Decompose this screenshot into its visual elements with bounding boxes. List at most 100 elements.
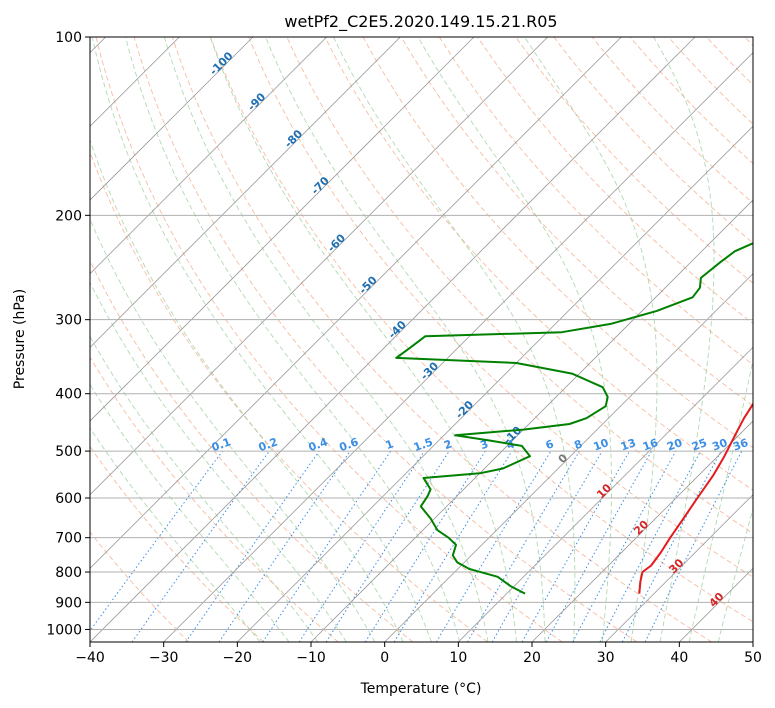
moist-adiabat-line — [209, 37, 517, 642]
moist-adiabat-line — [91, 37, 432, 642]
mixing-ratio-label: 1 — [384, 437, 396, 452]
mixing-ratio-label: 3 — [478, 437, 490, 452]
moist-adiabat-line — [90, 335, 319, 642]
mixing-ratio-line — [435, 450, 552, 642]
dry-adiabats — [90, 37, 753, 642]
chart-title: wetPf2_C2E5.2020.149.15.21.R05 — [284, 12, 557, 32]
isotherm-label: -70 — [309, 174, 332, 197]
y-tick-label: 900 — [55, 595, 82, 611]
pressure-gridlines — [90, 37, 753, 630]
moist-adiabat-line — [524, 37, 658, 642]
moist-adiabat-line — [417, 37, 612, 642]
dry-adiabat-line — [90, 445, 264, 642]
dry-adiabat-line — [286, 37, 753, 534]
mixing-ratio-line — [545, 450, 653, 642]
mixing-ratio-label: 30 — [710, 436, 729, 454]
dry-adiabat-line — [95, 37, 563, 642]
isotherm-line — [458, 346, 753, 642]
y-tick-label: 300 — [55, 313, 82, 329]
mixing-ratio-label: 13 — [619, 436, 638, 453]
moist-adiabats — [90, 37, 753, 642]
dry-adiabat-line — [324, 37, 753, 491]
isotherm-line — [90, 37, 696, 642]
mixing-ratio-label: 0.1 — [210, 435, 233, 454]
mixing-ratio-line — [393, 450, 513, 642]
y-tick-label: 1000 — [46, 622, 82, 638]
mixing-ratio-label: 8 — [572, 437, 584, 452]
isotherm-label: -20 — [453, 398, 476, 421]
isotherm-line — [90, 37, 327, 275]
y-tick-label: 200 — [55, 208, 82, 224]
moist-adiabat-line — [125, 37, 461, 642]
x-tick-label: 10 — [449, 650, 467, 666]
moist-adiabat-line — [163, 37, 489, 642]
x-tick-label: 0 — [380, 650, 389, 666]
x-tick-label: 50 — [744, 650, 762, 666]
mixing-ratio-labels: 0.1 0.2 0.4 0.6 1 1.5 2 3 4 6 8 10 13 16 20 25 30 36 — [210, 435, 750, 454]
y-tick-label: 700 — [55, 531, 82, 547]
y-tick-label: 100 — [55, 30, 82, 46]
mixing-ratio-line — [521, 450, 630, 642]
mixing-ratio-label: 0.6 — [338, 435, 361, 454]
isotherm-label: -40 — [386, 318, 409, 341]
dry-adiabat-line — [553, 37, 753, 244]
isotherm-line — [90, 37, 401, 348]
mixing-ratio-label: 36 — [731, 436, 750, 454]
isotherm-line — [90, 37, 548, 496]
dry-adiabat-line — [90, 531, 190, 642]
isotherm-line — [163, 52, 753, 642]
mixing-ratio-line — [491, 450, 603, 642]
dry-adiabat-line — [133, 37, 638, 642]
dry-adiabat-line — [591, 37, 753, 204]
mixing-ratio-line — [90, 450, 223, 632]
isotherm-label: -100 — [207, 49, 236, 78]
mixing-ratio-line — [218, 450, 351, 642]
isotherm-label: -30 — [418, 359, 441, 382]
mixing-ratio-line — [262, 450, 392, 642]
dry-adiabat-line — [90, 356, 339, 642]
isotherm-line — [605, 494, 753, 642]
moist-adiabat-line — [90, 281, 347, 642]
dewpoint-profile-line — [395, 242, 753, 595]
isotherm-line — [90, 37, 475, 422]
y-axis-label: Pressure (hPa) — [12, 289, 28, 389]
plot-frame — [89, 36, 754, 643]
isotherm-line — [384, 273, 753, 642]
y-tick-label: 600 — [55, 491, 82, 507]
y-tick-label: 500 — [55, 444, 82, 460]
mixing-ratio-label: 1.5 — [412, 435, 435, 454]
mixing-ratio-label: 2 — [442, 437, 454, 452]
x-tick-label: −10 — [296, 650, 326, 666]
mixing-ratio-label: 10 — [592, 436, 611, 454]
y-tick-label: 400 — [55, 387, 82, 403]
y-tick-label: 800 — [55, 565, 82, 581]
isotherm-label: 40 — [707, 590, 727, 610]
mixing-ratio-line — [298, 450, 425, 642]
mixing-ratio-line — [572, 450, 677, 642]
x-axis: −40 −30 −20 −10 0 10 20 30 40 50 — [75, 642, 762, 666]
mixing-ratio-label: 25 — [690, 436, 709, 453]
isotherm-line — [679, 567, 753, 642]
mixing-ratio-label: 0.4 — [307, 435, 330, 454]
dry-adiabat-line — [744, 37, 753, 47]
x-tick-label: 30 — [597, 650, 615, 666]
isotherm-line — [90, 37, 622, 569]
x-axis-label: Temperature (°C) — [360, 681, 482, 697]
moist-adiabat-line — [90, 383, 290, 642]
dry-adiabat-line — [515, 37, 753, 284]
mixing-ratio-label: 0.2 — [257, 435, 280, 454]
dry-adiabat-line — [90, 150, 488, 642]
temperature-profile-line — [638, 402, 753, 594]
mixing-ratio-line — [364, 450, 486, 642]
mixing-ratio-line — [621, 450, 722, 642]
mixing-ratio-label: 20 — [665, 436, 684, 454]
moist-adiabat-line — [90, 217, 376, 642]
isotherm-line — [531, 420, 753, 642]
isotherm-line — [310, 199, 753, 642]
moist-adiabat-line — [90, 427, 261, 642]
mixing-ratio-line — [325, 450, 450, 642]
moist-adiabat-line — [717, 506, 753, 642]
x-tick-label: −30 — [149, 650, 179, 666]
